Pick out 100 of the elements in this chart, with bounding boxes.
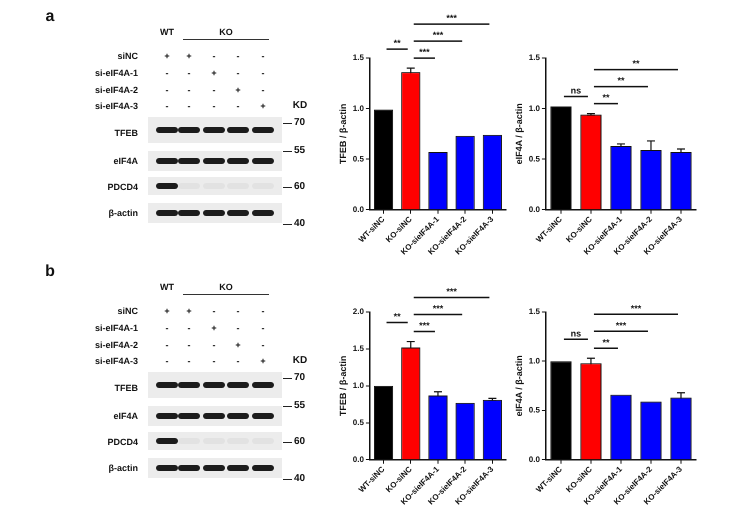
text: KO [219, 282, 233, 292]
text: PDCD4 [107, 182, 138, 192]
y-tick-label: 1.5 [528, 307, 540, 316]
text: si-eIF4A-1 [94, 68, 138, 78]
text: + [164, 51, 170, 61]
text: - [166, 85, 168, 95]
text: 70 [294, 117, 306, 129]
text: - [262, 68, 264, 78]
text: - [262, 306, 264, 316]
annotation: ns [570, 328, 582, 338]
annotation: ns [570, 86, 582, 96]
text: ** [394, 38, 402, 48]
text: KD [292, 355, 308, 367]
text: b [45, 263, 55, 281]
text: KO [219, 27, 233, 37]
text: - [262, 340, 264, 350]
y-tick-label: 0.5 [352, 154, 364, 164]
text: - [166, 323, 168, 333]
text: + [235, 85, 241, 95]
text: - [188, 101, 190, 111]
text: - [166, 101, 168, 111]
y-tick-label: 0.0 [528, 454, 540, 464]
text: - [262, 323, 264, 333]
annotation: *** [432, 304, 444, 314]
y-tick-label: 0.0 [352, 454, 364, 464]
text: + [186, 306, 192, 316]
y-tick-label: 0.5 [528, 154, 540, 164]
text: *** [419, 47, 430, 58]
y-tick-label: 1.0 [352, 104, 364, 113]
text: TFEB [114, 128, 138, 138]
text: - [212, 340, 216, 350]
y-tick-label: 1.0 [352, 381, 364, 390]
text: WT [160, 27, 174, 37]
text: 55 [294, 400, 306, 412]
y-tick-label: 1.5 [352, 344, 364, 354]
text: 60 [294, 436, 306, 448]
text: - [212, 85, 216, 95]
text: KD [292, 100, 308, 112]
y-axis-title: eIF4A / β-actin [514, 103, 524, 164]
text: *** [432, 30, 444, 40]
text: siNC [117, 51, 138, 61]
text: - [188, 323, 190, 333]
y-tick-label: 0.0 [528, 204, 540, 214]
text: + [186, 51, 192, 61]
text: 40 [294, 473, 306, 485]
text: 40 [294, 218, 306, 230]
text: - [212, 51, 216, 61]
text: TFEB [114, 383, 138, 393]
y-tick-label: 0.0 [352, 204, 364, 214]
annotation: ** [632, 58, 640, 69]
annotation: ** [602, 92, 610, 103]
text: - [236, 51, 240, 61]
text: si-eIF4A-3 [94, 101, 138, 111]
text: - [188, 85, 190, 95]
text: + [211, 68, 217, 78]
text: a [46, 8, 54, 26]
y-axis-title: eIF4A / β-actin [514, 355, 524, 416]
text: - [236, 68, 240, 78]
text: - [212, 306, 216, 316]
text: - [236, 356, 240, 366]
text: eIF4A [113, 411, 138, 421]
y-tick-label: 0.5 [352, 418, 364, 427]
text: + [260, 356, 266, 366]
annotation: *** [616, 320, 627, 330]
text: si-eIF4A-3 [94, 356, 138, 366]
text: - [236, 101, 240, 111]
text: β-actin [108, 208, 138, 218]
y-axis-title: TFEB / β-actin [338, 104, 348, 164]
annotation: *** [630, 303, 642, 314]
text: - [166, 68, 168, 78]
text: 70 [294, 372, 306, 384]
text: + [164, 306, 170, 316]
text: *** [446, 13, 458, 24]
text: + [235, 340, 241, 350]
text: - [166, 356, 168, 366]
text: - [212, 101, 216, 111]
text: - [188, 356, 190, 366]
annotation: *** [419, 320, 430, 331]
text: si-eIF4A-1 [94, 323, 138, 333]
text: 60 [294, 181, 306, 193]
text: - [212, 356, 216, 366]
text: - [262, 85, 264, 95]
y-tick-label: 1.5 [528, 53, 540, 62]
y-tick-label: 1.5 [352, 53, 364, 62]
text: *** [446, 286, 458, 297]
text: - [236, 323, 240, 333]
text: β-actin [108, 463, 138, 473]
text: PDCD4 [107, 437, 138, 447]
text: - [262, 51, 264, 61]
y-tick-label: 0.5 [528, 406, 540, 415]
annotation: ** [602, 337, 610, 348]
text: WT [160, 282, 174, 292]
y-tick-label: 2.0 [352, 307, 364, 316]
text: eIF4A [113, 156, 138, 166]
text: si-eIF4A-2 [94, 340, 138, 350]
text: siNC [117, 306, 138, 316]
text: - [188, 340, 190, 350]
text: + [211, 323, 217, 333]
text: - [236, 306, 240, 316]
text: si-eIF4A-2 [94, 85, 138, 95]
